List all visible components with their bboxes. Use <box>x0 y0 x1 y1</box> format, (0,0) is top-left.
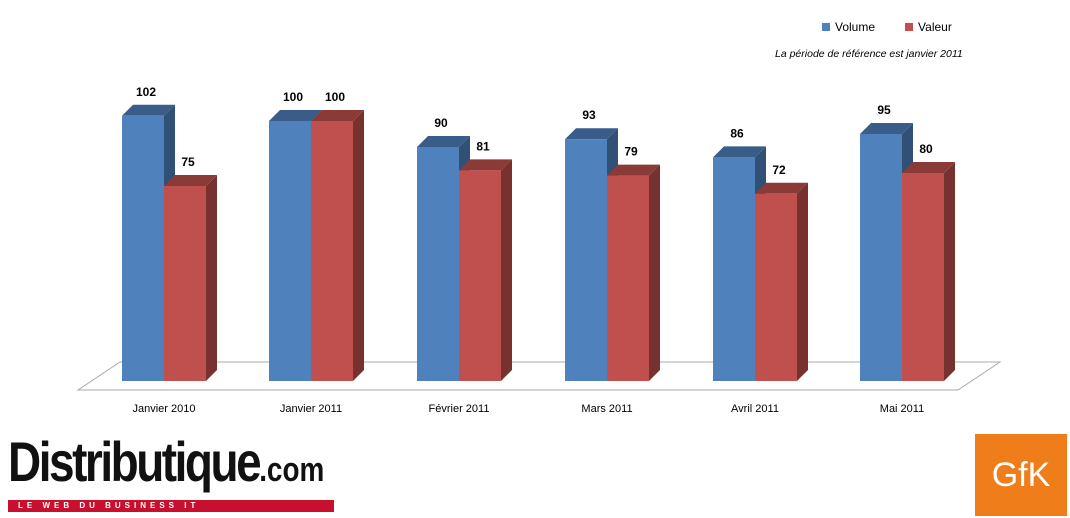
bar-valeur-3 <box>607 164 660 381</box>
bars-group <box>122 104 955 382</box>
logo-tagline: LE WEB DU BUSINESS IT <box>8 500 334 512</box>
labels-group: 102 75 Janvier 2010 100 100 Janvier 2011 90 81 F… <box>133 85 933 415</box>
x-tick-label-0: Janvier 2010 <box>133 403 196 415</box>
legend: Volume Valeur <box>822 20 952 34</box>
logo-name: Distributique <box>8 430 262 493</box>
legend-label-volume: Volume <box>835 20 876 34</box>
gfk-logo: GfK <box>975 434 1067 516</box>
logo-suffix: .com <box>259 451 325 489</box>
data-label-volume-4: 86 <box>730 126 744 140</box>
data-label-valeur-3: 79 <box>624 145 638 159</box>
legend-swatch-valeur <box>905 23 914 31</box>
data-label-valeur-1: 100 <box>325 90 345 104</box>
data-label-valeur-2: 81 <box>476 139 490 153</box>
legend-label-valeur: Valeur <box>918 20 952 34</box>
x-tick-label-4: Avril 2011 <box>731 403 779 415</box>
distributique-logo: Distributique.com LE WEB DU BUSINESS IT <box>8 432 338 514</box>
data-label-valeur-5: 80 <box>919 142 933 156</box>
bar-valeur-0 <box>164 175 217 381</box>
x-tick-label-3: Mars 2011 <box>581 403 632 415</box>
x-tick-label-5: Mai 2011 <box>880 403 924 415</box>
data-label-volume-2: 90 <box>434 116 448 130</box>
data-label-valeur-4: 72 <box>772 163 786 177</box>
data-label-valeur-0: 75 <box>181 155 195 169</box>
bar-valeur-5 <box>902 162 955 381</box>
bar-valeur-2 <box>459 159 512 381</box>
legend-item-volume: Volume <box>822 20 875 34</box>
bar-chart: 102 75 Janvier 2010 100 100 Janvier 2011 90 81 F… <box>76 85 1002 415</box>
bar-valeur-1 <box>311 110 364 381</box>
data-label-volume-1: 100 <box>283 90 303 104</box>
legend-swatch-volume <box>822 23 830 31</box>
data-label-volume-5: 95 <box>877 103 891 117</box>
reference-note: La période de référence est janvier 2011 <box>775 48 963 60</box>
data-label-volume-3: 93 <box>582 108 596 122</box>
x-tick-label-2: Février 2011 <box>429 403 490 415</box>
bar-valeur-4 <box>755 182 808 381</box>
x-tick-label-1: Janvier 2011 <box>280 403 342 415</box>
legend-item-valeur: Valeur <box>905 20 952 34</box>
data-label-volume-0: 102 <box>136 85 156 99</box>
